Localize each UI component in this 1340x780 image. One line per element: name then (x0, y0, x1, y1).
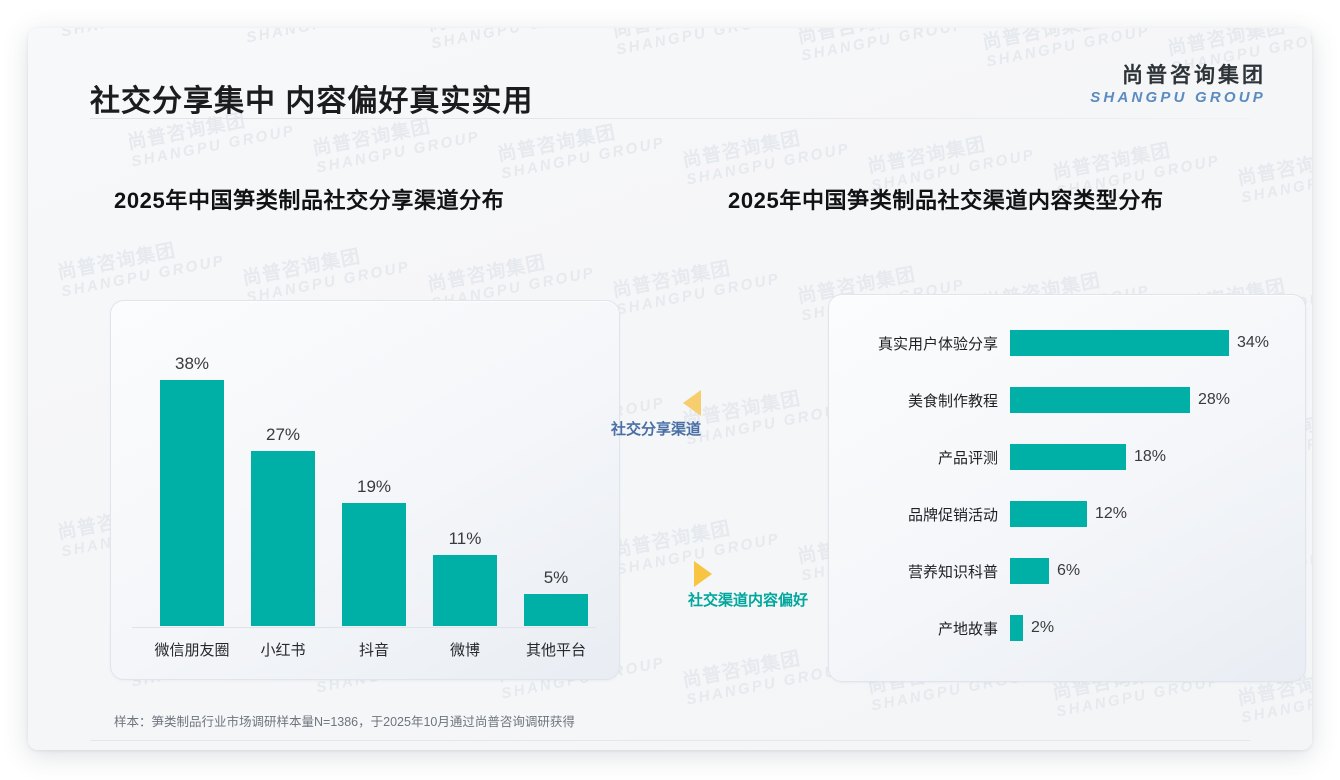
right-chart-panel (828, 294, 1306, 682)
sample-footnote: 样本：笋类制品行业市场调研样本量N=1386，于2025年10月通过尚普咨询调研… (114, 715, 575, 729)
slide-header: 社交分享集中 内容偏好真实实用 尚普咨询集团 SHANGPU GROUP (28, 28, 1312, 120)
column-chart-item: 19% 抖音 (342, 477, 406, 659)
footer-copyright: ©2025.12 SHANGPU GROUP (100, 749, 267, 750)
column-value-label: 27% (265, 425, 301, 444)
bar-value-label: 34% (1237, 334, 1270, 351)
horizontal-bar (1010, 444, 1126, 470)
bar-chart-row: 品牌促销活动 12% (828, 499, 1304, 529)
column-chart-item: 38% 微信朋友圈 (154, 354, 229, 659)
bar-category-label: 品牌促销活动 (907, 506, 998, 524)
left-chart-title: 2025年中国笋类制品社交分享渠道分布 (114, 188, 505, 213)
column-chart-baseline (132, 627, 596, 628)
bar-category-label: 产品评测 (937, 449, 998, 467)
social-share-channel-column-chart: 38% 微信朋友圈 27% 小红书 19% 抖音 11% 微博 5% 其他平台 (110, 300, 618, 678)
triangle-right-icon (694, 561, 712, 587)
bar-chart-row: 真实用户体验分享 34% (828, 328, 1304, 358)
brand-logo: 尚普咨询集团 SHANGPU GROUP (1090, 64, 1266, 107)
horizontal-bar (1010, 330, 1229, 356)
bar-chart-row: 营养知识科普 6% (828, 556, 1304, 586)
marker-social-share-channel: 社交分享渠道 (611, 390, 702, 439)
column-value-label: 19% (356, 477, 392, 496)
horizontal-bar (1010, 387, 1190, 413)
marker-social-share-channel-label: 社交分享渠道 (611, 421, 702, 438)
column-bar (160, 380, 224, 626)
column-bar (524, 594, 588, 626)
column-category-label: 微信朋友圈 (154, 642, 230, 659)
marker-content-preference: 社交渠道内容偏好 (688, 561, 808, 610)
column-bar (433, 555, 497, 626)
column-chart-item: 11% 微博 (433, 529, 497, 659)
column-value-label: 38% (174, 354, 210, 373)
bar-chart-row: 产品评测 18% (828, 442, 1304, 472)
bar-category-label: 营养知识科普 (907, 563, 998, 581)
bar-value-label: 18% (1134, 448, 1167, 465)
logo-english-text: SHANGPU GROUP (1090, 89, 1266, 107)
bar-value-label: 2% (1031, 619, 1055, 636)
column-value-label: 11% (448, 529, 482, 548)
column-chart-item: 5% 其他平台 (524, 568, 588, 659)
triangle-left-icon (683, 390, 702, 416)
marker-content-preference-label: 社交渠道内容偏好 (688, 592, 809, 609)
bar-value-label: 6% (1057, 562, 1081, 579)
column-chart-item: 27% 小红书 (251, 425, 315, 659)
page-title: 社交分享集中 内容偏好真实实用 (90, 85, 534, 118)
column-bar (251, 451, 315, 626)
column-category-label: 微博 (449, 642, 480, 659)
horizontal-bar (1010, 501, 1087, 527)
footer-website: www.shangpu-china.com (1102, 749, 1240, 750)
column-category-label: 其他平台 (525, 642, 586, 659)
column-category-label: 抖音 (358, 642, 389, 659)
horizontal-bar (1010, 558, 1049, 584)
bar-value-label: 28% (1198, 391, 1231, 408)
content-type-bar-chart: 真实用户体验分享 34% 美食制作教程 28% 产品评测 18% 品牌促销活动 12% 营养知识… (828, 294, 1304, 680)
horizontal-bar (1010, 615, 1023, 641)
footer-divider (90, 740, 1250, 741)
bar-category-label: 真实用户体验分享 (877, 335, 998, 353)
column-category-label: 小红书 (260, 642, 306, 659)
right-chart-title: 2025年中国笋类制品社交渠道内容类型分布 (728, 188, 1164, 213)
column-value-label: 5% (543, 568, 569, 587)
bar-category-label: 美食制作教程 (907, 392, 998, 410)
bar-category-label: 产地故事 (937, 620, 998, 638)
bar-chart-row: 美食制作教程 28% (828, 385, 1304, 415)
bar-value-label: 12% (1095, 505, 1128, 522)
logo-chinese-text: 尚普咨询集团 (1122, 64, 1266, 87)
bar-chart-row: 产地故事 2% (828, 613, 1304, 643)
column-bar (342, 503, 406, 626)
header-divider (90, 118, 1250, 119)
